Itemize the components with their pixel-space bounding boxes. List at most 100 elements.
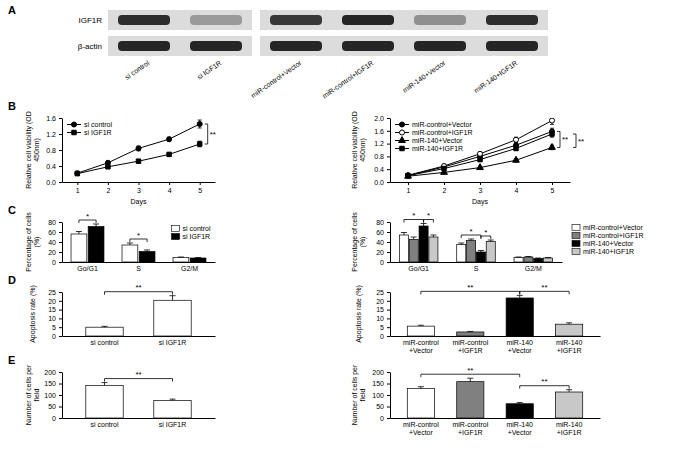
error-bar	[525, 256, 531, 258]
tick-label-line: miR-control	[403, 421, 439, 428]
tick: 3	[137, 182, 141, 194]
tick: 2	[106, 182, 110, 194]
tick: miR-140+IGF1R	[556, 336, 583, 354]
tick: 20	[376, 298, 390, 305]
plot-area	[75, 120, 202, 176]
tick-label: miR-control+IGF1R	[452, 421, 488, 436]
tick-mark	[59, 166, 62, 167]
tick: 40	[48, 239, 62, 246]
tick: 1.6	[46, 115, 62, 122]
bar	[407, 326, 434, 336]
tick-label: 0.8	[374, 153, 384, 160]
error-bar	[411, 237, 417, 240]
blot-membrane	[108, 36, 252, 56]
tick-label: miR-140+Vector	[506, 339, 533, 354]
lane-label: si IGF1R	[196, 59, 223, 81]
tick-mark	[516, 182, 517, 185]
error-bar	[430, 235, 436, 237]
tick-mark	[387, 169, 390, 170]
error-bar	[195, 257, 201, 259]
tick-mark	[59, 182, 62, 183]
tick: si control	[90, 336, 118, 346]
tick: miR-140+Vector	[506, 418, 533, 436]
blot-band	[270, 41, 322, 51]
tick: 4	[168, 182, 172, 194]
error-bar	[517, 403, 523, 404]
axis-title-line: field	[33, 388, 40, 401]
legend-swatch	[172, 226, 180, 232]
tick-mark	[59, 372, 62, 373]
tick-label: 20	[48, 249, 56, 256]
tick-label-line: +IGF1R	[458, 429, 483, 436]
plot-area	[407, 378, 582, 418]
x-axis: miR-control+VectormiR-control+IGF1RmiR-1…	[391, 418, 601, 436]
axis-line	[63, 262, 216, 263]
annotation: *	[427, 211, 430, 220]
bar	[556, 392, 583, 418]
tick: 200	[372, 369, 390, 376]
tick-label-line: miR-140	[556, 339, 583, 346]
tick: 20	[48, 298, 62, 305]
axis-title-line: Number of cells per	[351, 364, 359, 425]
blot-panel: AIGF1Rβ-actinsi controlsi IGF1RmiR-contr…	[8, 4, 548, 100]
tick-mark	[59, 336, 62, 337]
tick-mark	[59, 301, 62, 302]
axis-title: Days	[131, 198, 147, 206]
annotation: **	[210, 130, 216, 139]
tick: 1.2	[46, 131, 62, 138]
blot-band	[342, 41, 394, 51]
tick: 0.0	[374, 179, 390, 186]
tick: 0	[380, 259, 390, 266]
annotation: *	[412, 211, 415, 220]
error-bar	[467, 331, 473, 333]
error-bar	[178, 257, 184, 259]
axis-line	[62, 373, 63, 419]
tick-label: 150	[44, 380, 56, 387]
tick: 1	[76, 182, 80, 194]
tick: Go/G1	[408, 262, 429, 272]
bar	[399, 235, 408, 262]
legend: miR-control+VectormiR-control+IGF1RmiR-1…	[395, 121, 472, 152]
error-bar	[102, 383, 108, 386]
error-bar	[514, 137, 518, 142]
tick: S	[474, 262, 479, 272]
axis-title-line: Relative cell viability (OD	[25, 111, 33, 188]
legend-label: si IGF1R	[84, 129, 112, 136]
tick-mark	[59, 292, 62, 293]
tick-mark	[59, 318, 62, 319]
tick-label: 0	[380, 415, 384, 422]
tick-label: 4	[515, 187, 519, 194]
y-axis: 020406080	[376, 219, 390, 266]
tick-mark	[480, 182, 481, 185]
tick: 50	[376, 403, 390, 410]
annotation: **	[578, 137, 584, 146]
tick-mark	[59, 407, 62, 408]
tick-label: 1	[76, 187, 80, 194]
axis-title: Percentage of cells(%)	[351, 212, 367, 272]
series-line	[408, 131, 552, 175]
axis-line	[63, 336, 216, 337]
tick-label: 0.4	[46, 163, 56, 170]
tick-label: 1.2	[46, 131, 56, 138]
bar	[407, 389, 434, 418]
y-axis: 0.00.40.81.21.6	[46, 115, 62, 186]
series-line	[77, 144, 199, 174]
tick: 1.6	[374, 128, 390, 135]
axis-line	[62, 119, 63, 183]
legend: si controlsi IGF1R	[67, 121, 112, 136]
legend-label: miR-control+Vector	[583, 224, 643, 231]
bar	[556, 324, 583, 336]
axis-line	[390, 119, 391, 183]
tick-label: 25	[48, 289, 56, 296]
axis-title: Relative cell viability (OD450nm)	[25, 111, 41, 188]
tick-mark	[387, 156, 390, 157]
tick-mark	[59, 310, 62, 311]
panel-label: B	[8, 100, 16, 112]
plot-area	[405, 118, 556, 178]
axis-line	[391, 336, 601, 337]
axis-title-line: 450nm)	[33, 138, 41, 162]
tick: 3	[479, 182, 483, 194]
tick-mark	[59, 384, 62, 385]
error-bar	[418, 325, 424, 327]
panel-label: E	[8, 354, 15, 366]
